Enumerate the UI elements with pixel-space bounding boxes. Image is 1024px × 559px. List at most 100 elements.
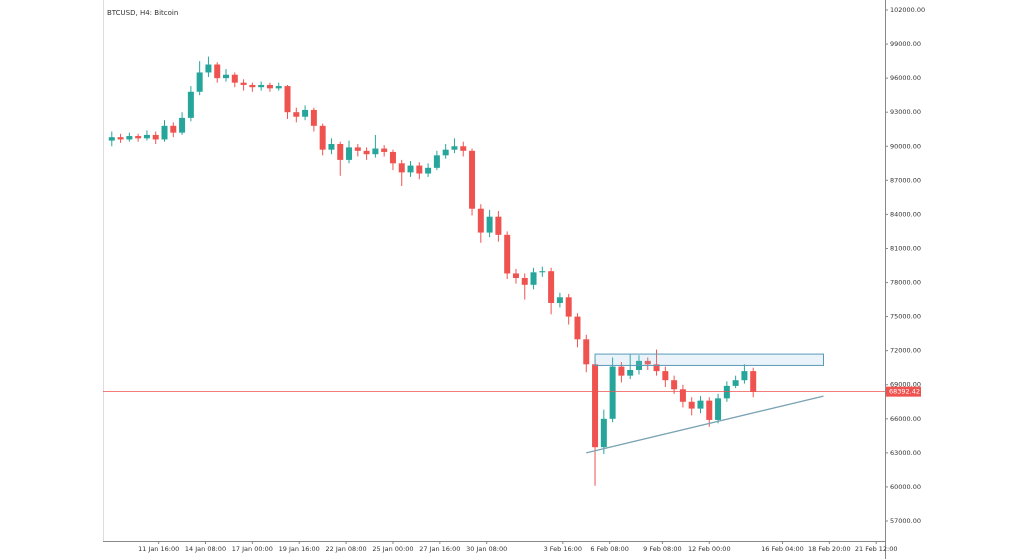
candle-body <box>460 146 467 151</box>
candle-body <box>600 418 607 448</box>
candle-body <box>266 84 273 89</box>
y-tick-label: 87000.00 <box>890 176 921 184</box>
candle-body <box>539 271 546 273</box>
x-tick-label: 16 Feb 04:00 <box>761 545 804 553</box>
candle-body <box>469 150 476 209</box>
x-tick-label: 30 Jan 08:00 <box>466 545 507 553</box>
candle-body <box>653 364 660 372</box>
candle-body <box>477 208 484 233</box>
candle-body <box>187 91 194 118</box>
x-tick-label: 21 Feb 12:00 <box>855 545 898 553</box>
candle-body <box>688 401 695 409</box>
x-tick-label: 6 Feb 08:00 <box>590 545 629 553</box>
candle-body <box>425 167 432 174</box>
candle-body <box>741 371 748 381</box>
candle-body <box>583 339 590 365</box>
y-tick-label: 75000.00 <box>890 313 921 321</box>
candle-body <box>592 364 599 448</box>
candle-body <box>231 74 238 83</box>
candle-body <box>240 82 247 85</box>
candle-body <box>512 273 519 278</box>
candle-body <box>565 297 572 317</box>
candle-body <box>671 380 678 390</box>
x-tick-label: 22 Jan 08:00 <box>326 545 367 553</box>
candle-body <box>293 112 300 117</box>
candle-body <box>679 389 686 402</box>
x-tick-label: 19 Jan 16:00 <box>279 545 320 553</box>
y-tick-label: 90000.00 <box>890 142 921 150</box>
candle-body <box>609 366 616 419</box>
candle-body <box>627 369 634 376</box>
candle-body <box>644 360 651 365</box>
y-tick-label: 78000.00 <box>890 279 921 287</box>
candle-body <box>214 64 221 79</box>
candle-body <box>354 147 361 151</box>
y-tick-label: 93000.00 <box>890 108 921 116</box>
candle-body <box>416 165 423 174</box>
y-tick-label: 63000.00 <box>890 449 921 457</box>
candle-body <box>732 380 739 386</box>
y-tick-label: 60000.00 <box>890 483 921 491</box>
candle-body <box>161 125 168 140</box>
candle-body <box>319 125 326 150</box>
candle-body <box>108 137 115 141</box>
candle-body <box>196 72 203 92</box>
candle-body <box>548 271 555 303</box>
candle-body <box>433 155 440 168</box>
candle-body <box>170 125 177 133</box>
candle-body <box>135 136 142 139</box>
x-tick-label: 18 Feb 20:00 <box>808 545 851 553</box>
candle-body <box>275 86 282 89</box>
candle-body <box>337 143 344 160</box>
y-tick-label: 84000.00 <box>890 210 921 218</box>
candle-body <box>706 400 713 420</box>
candle-body <box>504 234 511 274</box>
candle-body <box>363 150 370 155</box>
candle-body <box>143 134 150 139</box>
candle-body <box>574 316 581 340</box>
candle-body <box>372 148 379 155</box>
x-tick-label: 3 Feb 16:00 <box>544 545 583 553</box>
chart-title: BTCUSD, H4: Bitcoin <box>107 9 178 17</box>
x-tick-label: 17 Jan 00:00 <box>232 545 273 553</box>
candle-body <box>302 109 309 117</box>
candle-body <box>530 272 537 285</box>
y-tick-label: 72000.00 <box>890 347 921 355</box>
x-tick-label: 11 Jan 16:00 <box>138 545 179 553</box>
y-tick-label: 102000.00 <box>890 6 925 14</box>
x-tick-label: 9 Feb 08:00 <box>643 545 682 553</box>
last-price-box <box>886 386 921 397</box>
candle-body <box>152 134 159 140</box>
candle-body <box>258 84 265 88</box>
x-tick-label: 12 Feb 00:00 <box>688 545 731 553</box>
trendline <box>586 395 824 454</box>
candle-body <box>697 400 704 409</box>
candle-body <box>205 64 212 73</box>
resistance-zone <box>594 353 824 366</box>
y-tick-label: 96000.00 <box>890 74 921 82</box>
y-tick-label: 99000.00 <box>890 40 921 48</box>
last-price-label: 68392.42 <box>889 388 920 396</box>
candle-body <box>618 366 625 376</box>
candle-body <box>556 297 563 303</box>
y-tick-label: 66000.00 <box>890 415 921 423</box>
candle-body <box>284 86 291 113</box>
candle-body <box>715 398 722 420</box>
candle-body <box>346 147 353 160</box>
x-tick-label: 14 Jan 08:00 <box>185 545 226 553</box>
y-tick-label: 69000.00 <box>890 381 921 389</box>
x-tick-label: 27 Jan 16:00 <box>419 545 460 553</box>
candle-body <box>750 371 757 392</box>
candle-body <box>662 371 669 381</box>
candle-body <box>381 148 388 152</box>
candle-body <box>398 163 405 173</box>
candle-body <box>407 165 414 173</box>
candle-body <box>451 146 458 150</box>
y-tick-label: 57000.00 <box>890 517 921 525</box>
candle-body <box>126 136 133 140</box>
candle-body <box>486 216 493 233</box>
candle-body <box>442 149 449 156</box>
